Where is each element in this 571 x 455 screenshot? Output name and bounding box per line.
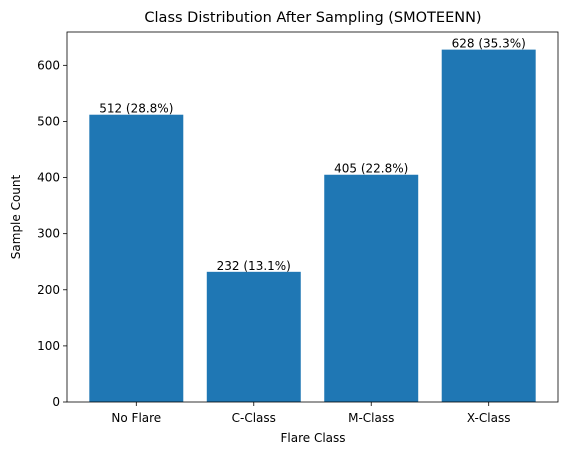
y-tick-label: 400 xyxy=(37,171,60,185)
bar xyxy=(324,174,419,402)
y-tick-label: 200 xyxy=(37,283,60,297)
bar-value-label: 628 (35.3%) xyxy=(452,37,526,51)
y-axis-label: Sample Count xyxy=(9,174,23,259)
x-tick-label: C-Class xyxy=(232,411,276,425)
y-tick-label: 300 xyxy=(37,227,60,241)
bar-value-label: 232 (13.1%) xyxy=(217,259,291,273)
bar-value-label: 512 (28.8%) xyxy=(99,102,173,116)
chart-title: Class Distribution After Sampling (SMOTE… xyxy=(144,10,481,26)
x-tick-label: No Flare xyxy=(111,411,161,425)
bar-value-label: 405 (22.8%) xyxy=(334,162,408,176)
plot-frame xyxy=(66,31,559,403)
bar xyxy=(441,49,536,402)
bar xyxy=(89,114,184,402)
x-tick-label: M-Class xyxy=(348,411,394,425)
plot-area: 0 100 200 300 400 500 600 512 (28.8%) No Flare 23… xyxy=(37,37,536,425)
bar xyxy=(206,271,301,402)
y-tick-label: 0 xyxy=(52,395,60,409)
y-tick-label: 600 xyxy=(37,58,60,72)
y-tick-label: 100 xyxy=(37,339,60,353)
x-axis-label: Flare Class xyxy=(280,431,345,445)
y-tick-label: 500 xyxy=(37,114,60,128)
x-tick-label: X-Class xyxy=(467,411,511,425)
